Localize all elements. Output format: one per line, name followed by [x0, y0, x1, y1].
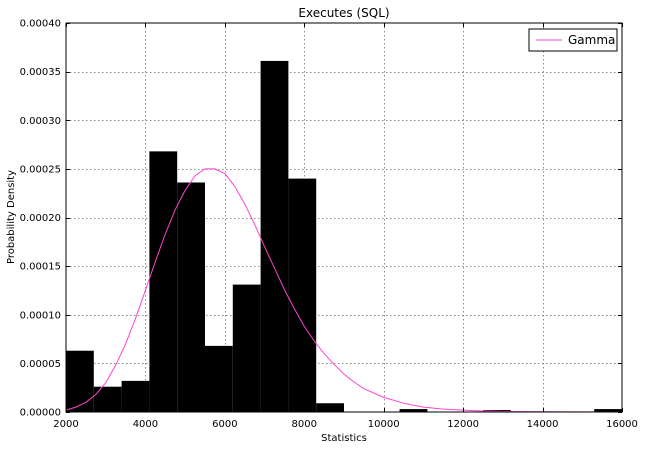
histogram-bar [93, 386, 122, 412]
y-tick-label: 0.00010 [20, 310, 61, 321]
y-tick-label: 0.00005 [20, 359, 61, 370]
y-axis-label: Probability Density [6, 170, 17, 264]
histogram-bar [177, 182, 205, 412]
x-tick-label: 4000 [133, 419, 158, 430]
y-tick-label: 0.00015 [20, 262, 61, 273]
x-tick-label: 6000 [212, 419, 237, 430]
histogram-bar [121, 380, 150, 412]
y-tick-label: 0.00020 [20, 213, 61, 224]
x-tick-labels: 2000 4000 6000 8000 10000 12000 14000 16000 [53, 419, 638, 430]
gamma-curve-layer [65, 168, 623, 413]
histogram-bar [316, 403, 344, 412]
histogram-bar [399, 409, 428, 412]
histogram-bar [288, 178, 317, 412]
legend-gamma-label: Gamma [568, 33, 615, 47]
gamma-curve [65, 168, 623, 413]
axis-ticks [66, 23, 623, 413]
x-tick-label: 2000 [53, 419, 78, 430]
histogram-bar [260, 60, 289, 413]
x-tick-label: 10000 [368, 419, 400, 430]
legend: Gamma [528, 28, 618, 52]
y-tick-label: 0.00025 [20, 164, 61, 175]
y-tick-label: 0.00035 [20, 67, 61, 78]
histogram-bar [205, 345, 233, 412]
y-tick-label: 0.00040 [20, 19, 61, 30]
histogram-bar [594, 409, 622, 412]
legend-box [528, 28, 618, 52]
y-tick-label: 0.00000 [20, 408, 61, 419]
y-tick-labels: 0.00000 0.00005 0.00010 0.00015 0.00020 0.000… [20, 19, 61, 419]
plot-frame [65, 22, 623, 413]
histogram-bar [149, 151, 178, 412]
x-axis-label: Statistics [321, 433, 367, 444]
x-tick-label: 8000 [292, 419, 317, 430]
y-tick-label: 0.00030 [20, 116, 61, 127]
x-tick-label: 12000 [447, 419, 479, 430]
x-tick-label: 14000 [527, 419, 559, 430]
x-tick-label: 16000 [606, 419, 638, 430]
histogram-bar [66, 350, 94, 412]
histogram-bar [232, 284, 261, 412]
chart-title: Executes (SQL) [298, 6, 389, 20]
